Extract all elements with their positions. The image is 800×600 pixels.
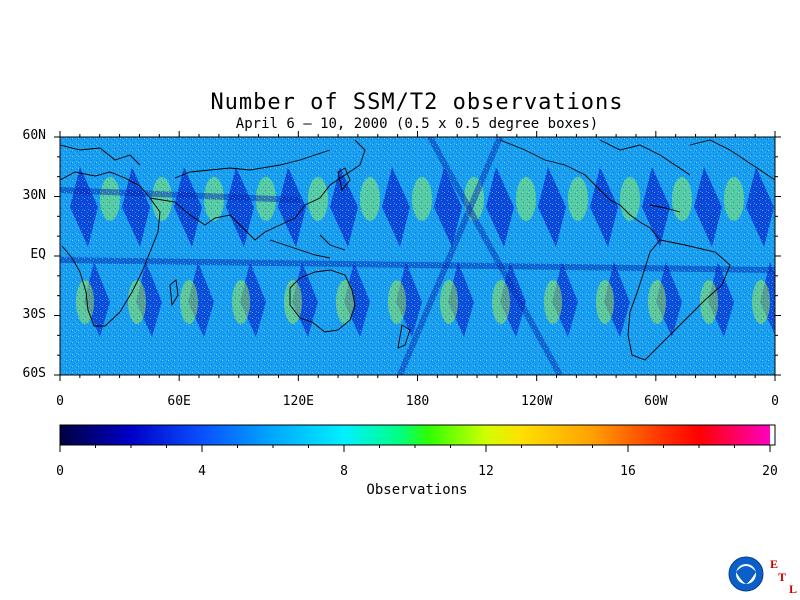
- colorbar-label: Observations: [366, 482, 468, 498]
- etl-letter: E: [770, 557, 779, 571]
- map-subtitle: April 6 – 10, 2000 (0.5 x 0.5 degree box…: [235, 116, 599, 132]
- lon-label: 120W: [521, 394, 553, 409]
- colorbar-tick-label: 4: [198, 464, 206, 479]
- lat-label: 60S: [22, 366, 46, 381]
- colorbar-frame: [59, 424, 776, 446]
- lon-label: 60W: [644, 394, 668, 409]
- etl-letter: T: [778, 570, 787, 584]
- observation-field: [60, 137, 775, 375]
- lon-label: 180: [405, 394, 430, 409]
- lon-label: 0: [56, 394, 64, 409]
- coastlines: [60, 139, 775, 361]
- lon-label: 60E: [167, 394, 191, 409]
- lat-label: 30S: [22, 306, 46, 322]
- lat-label: 30N: [22, 187, 46, 203]
- lat-label: EQ: [30, 247, 46, 262]
- colorbar: [60, 425, 770, 445]
- colorbar-tick-label: 20: [762, 464, 778, 479]
- lon-label: 0: [771, 394, 779, 409]
- colorbar-tick-label: 0: [56, 464, 64, 479]
- colorbar-tick-label: 12: [478, 464, 494, 479]
- etl-letter: L: [789, 582, 798, 596]
- colorbar-tick-label: 8: [340, 464, 348, 479]
- colorbar-tick-label: 16: [620, 464, 636, 479]
- lat-label: 60N: [22, 128, 46, 143]
- noaa-logo: [728, 556, 764, 592]
- map-title: Number of SSM/T2 observations: [210, 90, 624, 115]
- lon-label: 120E: [282, 394, 314, 409]
